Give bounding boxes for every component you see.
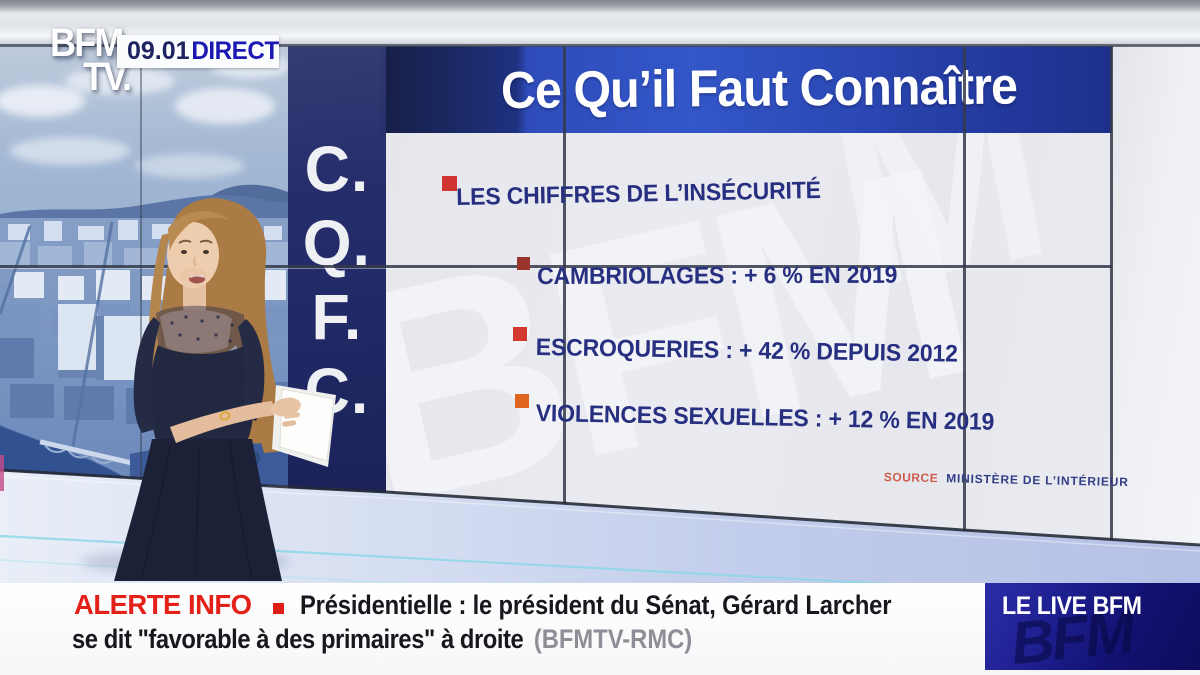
cqfc-letter: C. xyxy=(304,133,370,205)
set-accent-sliver xyxy=(0,455,4,491)
right-wall-panel xyxy=(1112,46,1200,548)
bullet-label: LES CHIFFRES DE L’INSÉCURITÉ xyxy=(456,177,822,211)
bullet-square-icon xyxy=(517,257,530,270)
cqfc-letter: F. xyxy=(311,281,363,353)
clock-time: 09.01 xyxy=(127,37,190,65)
headline-line1: Présidentielle : le président du Sénat, … xyxy=(300,590,892,620)
program-title-banner: Ce Qu’il Faut Connaître xyxy=(386,46,1112,133)
alerte-info-label: ALERTE INFO xyxy=(74,589,252,620)
direct-badge: DIRECT xyxy=(190,37,279,65)
slide-bullet-item: VIOLENCES SEXUELLES : + 12 % EN 2019 xyxy=(515,394,1014,436)
bullet-square-icon xyxy=(515,394,529,408)
news-ticker: ALERTE INFO Présidentielle : le présiden… xyxy=(0,583,1200,675)
videowall-seam xyxy=(140,46,142,482)
cqfc-vertical-banner: C. Q. F. C. xyxy=(288,46,386,494)
cqfc-letter: Q. xyxy=(302,207,372,279)
bullet-square-icon xyxy=(513,327,527,341)
headline-line2-text: se dit "favorable à des primaires" à dro… xyxy=(72,624,524,654)
headline-attribution: (BFMTV-RMC) xyxy=(533,624,693,654)
bullet-label: CAMBRIOLAGES : + 6 % EN 2019 xyxy=(537,261,898,290)
le-live-bfm-label: LE LIVE BFM xyxy=(1002,592,1142,620)
bullet-square-icon xyxy=(442,176,457,191)
slide-bullet-item: ESCROQUERIES : + 42 % DEPUIS 2012 xyxy=(513,327,976,368)
slide-bullet-item: CAMBRIOLAGES : + 6 % EN 2019 xyxy=(517,257,912,291)
videowall-seam xyxy=(563,46,566,505)
program-title: Ce Qu’il Faut Connaître xyxy=(500,57,1018,120)
alert-square-icon xyxy=(273,603,284,614)
source-label: SOURCE xyxy=(883,470,939,486)
time-direct-strip: 09.01 DIRECT xyxy=(117,35,279,68)
cqfc-letter: C. xyxy=(304,355,370,427)
videowall-seam xyxy=(0,265,1112,268)
wall-top-edge xyxy=(0,44,1200,47)
videowall-seam xyxy=(963,46,966,532)
bfm-wall-watermark: M xyxy=(811,133,1060,343)
bfmtv-logo-top: BFM xyxy=(50,21,124,65)
slide-bullet-item: LES CHIFFRES DE L’INSÉCURITÉ xyxy=(442,176,836,212)
videowall-seam xyxy=(1110,46,1113,546)
le-live-bfm-box: BFM LE LIVE BFM xyxy=(985,583,1200,670)
headline-line2: se dit "favorable à des primaires" à dro… xyxy=(72,624,692,655)
